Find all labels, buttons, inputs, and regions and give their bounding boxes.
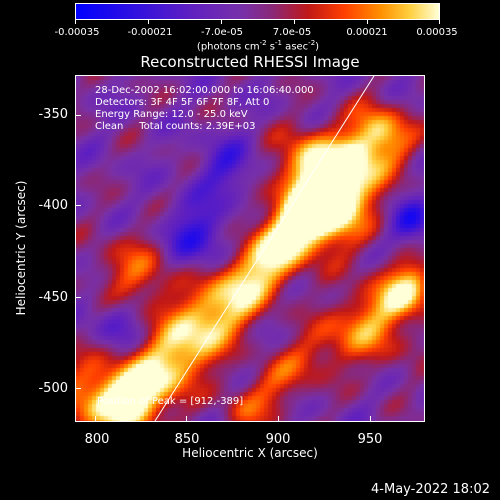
colorbar-tick-label: -0.00035	[54, 27, 100, 38]
x-tick-label: 850	[174, 432, 200, 447]
x-axis-label: Heliocentric X (arcsec)	[182, 446, 318, 460]
y-tick-label: -350	[38, 107, 68, 122]
peak-position-label: Position of Peak = [912,-389]	[97, 396, 244, 407]
colorbar-tick-label: -7.0e-05	[201, 27, 243, 38]
image-plot-area: 28-Dec-2002 16:02:00.000 to 16:06:40.000…	[75, 75, 425, 422]
y-tick-mark	[75, 297, 81, 298]
info-detectors: Detectors: 3F 4F 5F 6F 7F 8F, Att 0	[95, 97, 270, 108]
colorbar-tick-mark	[148, 20, 149, 24]
info-clean-counts: Clean Total counts: 2.39E+03	[95, 121, 256, 132]
x-tick-mark	[186, 416, 187, 422]
info-time-range: 28-Dec-2002 16:02:00.000 to 16:06:40.000	[95, 85, 314, 96]
x-tick-label: 800	[84, 432, 110, 447]
x-tick-label: 900	[265, 432, 291, 447]
timestamp: 4-May-2022 18:02	[371, 482, 490, 497]
colorbar-tick-mark	[221, 20, 222, 24]
colorbar-tick-mark	[367, 20, 368, 24]
x-tick-mark	[370, 416, 371, 422]
x-tick-mark	[278, 416, 279, 422]
y-tick-mark	[75, 205, 81, 206]
colorbar-tick-label: -0.00021	[127, 27, 173, 38]
image-title: Reconstructed RHESSI Image	[140, 53, 360, 71]
colorbar-tick-mark	[439, 20, 440, 24]
y-axis-label: Heliocentric Y (arcsec)	[14, 180, 28, 316]
colorbar	[75, 3, 440, 20]
info-energy-range: Energy Range: 12.0 - 25.0 keV	[95, 109, 248, 120]
colorbar-tick-label: 0.00035	[416, 27, 458, 38]
colorbar-tick-mark	[75, 20, 76, 24]
x-tick-label: 950	[357, 432, 383, 447]
y-tick-mark	[75, 115, 81, 116]
y-tick-mark	[75, 388, 81, 389]
colorbar-units: (photons cm-2 s-1 asec-2)	[196, 39, 320, 53]
limb-line	[154, 76, 375, 421]
y-tick-label: -500	[38, 381, 68, 396]
x-tick-mark	[95, 416, 96, 422]
colorbar-tick-mark	[294, 20, 295, 24]
y-tick-label: -400	[38, 198, 68, 213]
colorbar-tick-label: 7.0e-05	[272, 27, 312, 38]
colorbar-tick-label: 0.00021	[346, 27, 388, 38]
y-tick-label: -450	[38, 290, 68, 305]
rhessi-image-heatmap	[76, 76, 424, 421]
